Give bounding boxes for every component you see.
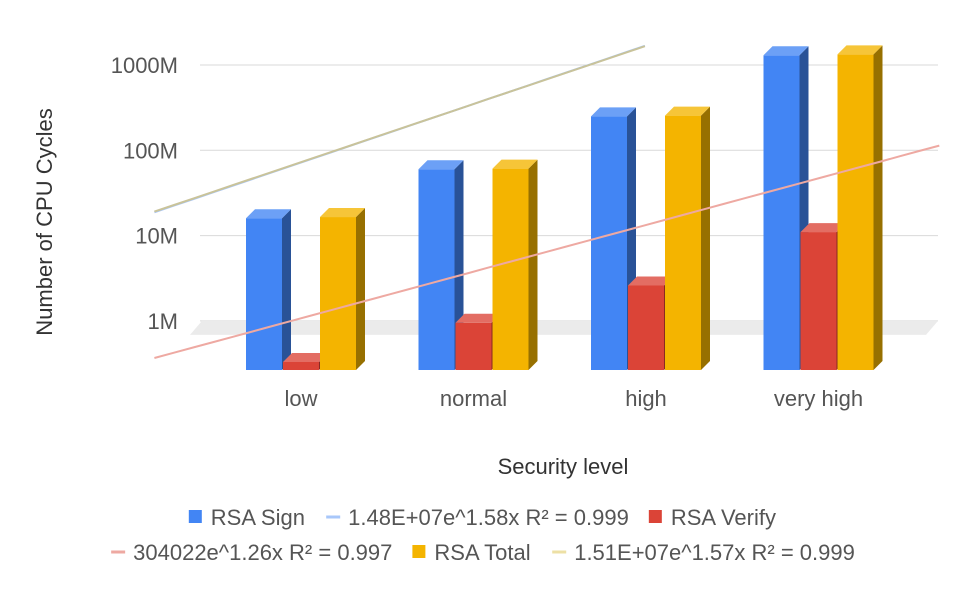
x-tick-label: normal (440, 386, 507, 411)
x-tick-label: very high (774, 386, 863, 411)
bar-side (282, 209, 291, 370)
legend-label: 1.51E+07e^1.57x R² = 0.999 (574, 540, 855, 565)
bar-front (763, 55, 800, 370)
legend-label: RSA Sign (211, 505, 305, 530)
bar-top (283, 352, 328, 362)
bar-front (591, 116, 627, 371)
trendline (154, 45, 646, 213)
bar-top (628, 276, 673, 286)
bar-top (665, 106, 710, 116)
legend-item: RSA Sign (188, 505, 305, 530)
legend-swatch (648, 510, 662, 523)
floor-plane (190, 320, 938, 335)
bar-top (455, 313, 501, 323)
bar-front (455, 322, 492, 370)
x-tick-label: high (625, 386, 667, 411)
bar-top (492, 159, 538, 169)
legend-swatch (412, 545, 426, 558)
legend-item: 1.48E+07e^1.58x R² = 0.999 (326, 505, 629, 530)
bar-front (628, 285, 664, 370)
bar-top (246, 209, 291, 219)
bar-front (800, 232, 837, 370)
bar-front (665, 115, 701, 370)
y-axis-title: Number of CPU Cycles (32, 108, 57, 335)
y-tick-label: 100M (123, 138, 178, 163)
bar-top (591, 107, 636, 117)
bar-side (528, 159, 538, 370)
legend-swatch (188, 510, 202, 523)
trendlines (154, 44, 940, 359)
y-tick-label: 1000M (111, 53, 178, 78)
y-tick-label: 10M (135, 224, 178, 249)
x-tick-label: low (284, 386, 317, 411)
bar (837, 45, 883, 370)
legend: RSA Sign 1.48E+07e^1.58x R² = 0.999 RSA Ve… (111, 505, 855, 565)
bar (591, 107, 636, 371)
bar-front (418, 169, 455, 370)
bar-front (246, 218, 282, 370)
bar-front (283, 361, 319, 370)
bar-top (320, 208, 365, 218)
bar-side (356, 208, 365, 370)
x-axis-title: Security level (498, 454, 629, 479)
bar (320, 208, 365, 370)
bar-front (492, 168, 529, 370)
legend-label: 304022e^1.26x R² = 0.997 (133, 540, 392, 565)
y-tick-label: 1M (147, 309, 178, 334)
bar-top (800, 223, 846, 233)
legend-item: 1.51E+07e^1.57x R² = 0.999 (552, 540, 855, 565)
bar-top (763, 46, 809, 56)
bar-side (873, 45, 883, 370)
bar-side (701, 106, 710, 370)
legend-item: RSA Verify (648, 505, 776, 530)
chart-floor (190, 320, 938, 335)
bar-top (837, 45, 883, 55)
legend-label: 1.48E+07e^1.58x R² = 0.999 (348, 505, 629, 530)
legend-item: RSA Total (412, 540, 531, 565)
legend-item: 304022e^1.26x R² = 0.997 (111, 540, 392, 565)
legend-label: RSA Total (434, 540, 530, 565)
bar-front (837, 54, 874, 370)
y-axis-ticks: 1M 10M 100M 1000M (111, 53, 178, 334)
x-axis-ticks: low normal high very high (284, 386, 863, 411)
bar-front (320, 217, 356, 370)
bar (665, 106, 710, 370)
legend-label: RSA Verify (671, 505, 776, 530)
bar (492, 159, 538, 370)
bar (246, 209, 291, 370)
bar-top (418, 160, 464, 170)
trendline (154, 144, 940, 359)
bars (246, 45, 883, 371)
